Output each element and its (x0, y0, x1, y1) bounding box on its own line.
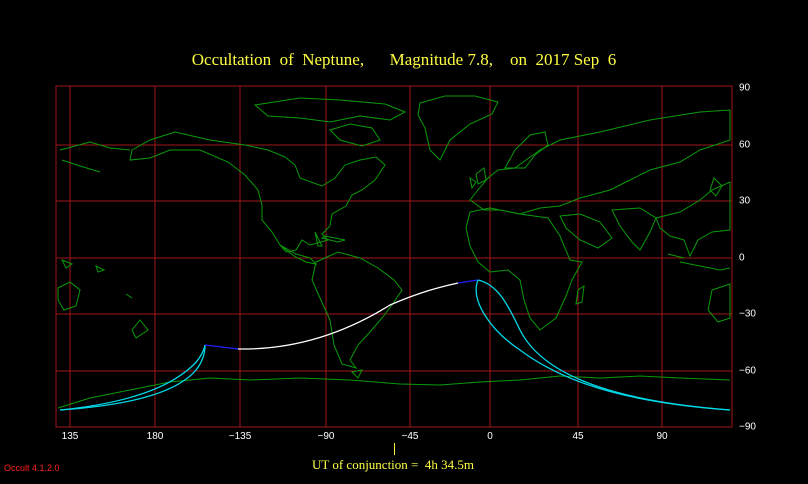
coast-arctic-islands (253, 97, 407, 123)
coast-australia (707, 283, 731, 323)
coastlines (57, 95, 731, 409)
path-limit-east-inner (475, 279, 731, 411)
path-end-east (457, 279, 479, 284)
conjunction-time: UT of conjunction = 4h 34.5m (312, 457, 474, 472)
y-tick-label: −90 (739, 421, 756, 433)
coast-greenland (417, 95, 499, 161)
y-tick-label: −30 (739, 308, 756, 320)
x-tick-label: 0 (487, 431, 493, 442)
occultation-path (59, 279, 731, 411)
map-frame (55, 85, 733, 428)
coast-antarctica (57, 375, 731, 409)
path-limit-east-outer (477, 279, 731, 411)
coast-south-america (311, 251, 403, 369)
path-end-west (204, 344, 239, 350)
path-limit-west-outer (59, 344, 206, 411)
x-tick-label: 135 (61, 431, 79, 442)
y-tick-label: 60 (739, 139, 751, 151)
graticule (55, 85, 733, 428)
y-tick-label: 0 (739, 252, 745, 264)
coast-africa (465, 207, 583, 331)
coast-north-america (129, 131, 386, 253)
software-version: Occult 4.1.2.0 (4, 463, 60, 473)
x-tick-label: 90 (656, 431, 668, 442)
x-tick-label: 180 (146, 431, 164, 442)
map-title: Occultation of Neptune, Magnitude 7.8, o… (191, 50, 617, 69)
path-limit-west-inner (59, 344, 206, 411)
x-tick-label: 45 (572, 431, 584, 442)
y-tick-label: 90 (739, 82, 751, 94)
y-tick-label: −60 (739, 365, 756, 377)
x-tick-label: −90 (317, 431, 335, 442)
conjunction-marker (394, 443, 395, 455)
x-tick-label: −45 (401, 431, 419, 442)
coast-europe (469, 109, 731, 215)
x-tick-label: −135 (228, 431, 252, 442)
coast-india (611, 207, 657, 251)
y-tick-label: 30 (739, 195, 751, 207)
path-center-line (237, 282, 459, 350)
